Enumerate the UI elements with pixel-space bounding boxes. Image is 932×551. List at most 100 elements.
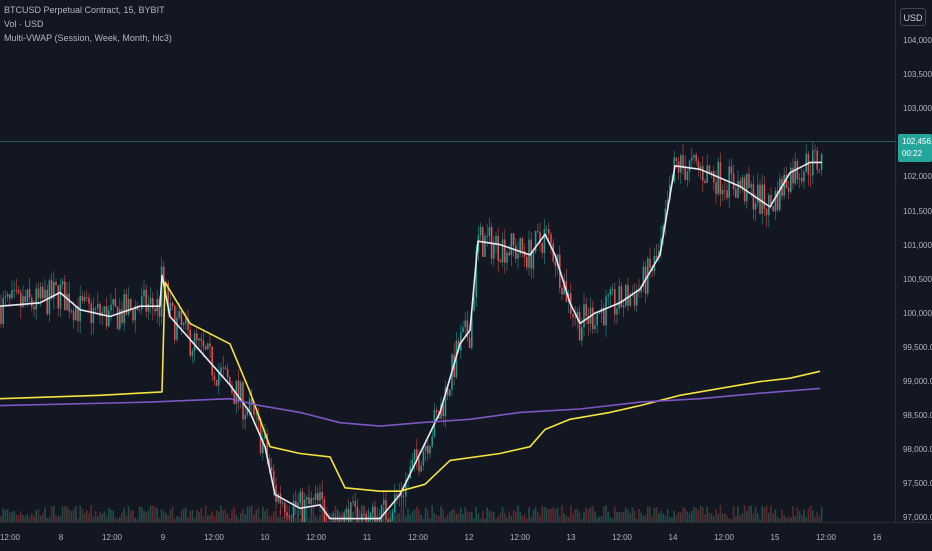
candle-body: [599, 313, 601, 314]
time-tick-label: 12:00: [408, 533, 428, 542]
candle-body: [7, 294, 9, 296]
volume-bar: [557, 508, 559, 522]
volume-bar: [687, 511, 689, 522]
volume-bar: [198, 512, 200, 522]
volume-bar: [321, 510, 323, 522]
chart-area[interactable]: [0, 0, 895, 522]
volume-bar: [62, 506, 64, 522]
candle-body: [24, 296, 26, 302]
volume-bar: [44, 508, 46, 522]
candle-body: [427, 446, 429, 454]
volume-bar: [22, 515, 24, 522]
volume-bar: [236, 515, 238, 522]
candle-body: [130, 299, 132, 309]
volume-bar: [489, 510, 491, 522]
volume-bar: [618, 512, 620, 522]
candle-body: [225, 368, 227, 369]
volume-bar: [189, 511, 191, 522]
candle-body: [282, 503, 284, 504]
volume-bar: [145, 512, 147, 522]
candle-body: [348, 509, 350, 522]
price-chart[interactable]: [0, 0, 895, 522]
volume-bar: [627, 510, 629, 522]
volume-bar: [702, 507, 704, 522]
candle-body: [416, 449, 418, 458]
candle-body: [656, 256, 658, 258]
volume-bar: [541, 506, 543, 522]
price-tick-label: 100,500.0: [903, 275, 932, 284]
candle-body: [319, 492, 321, 501]
volume-bar: [812, 510, 814, 522]
candle-body: [315, 493, 317, 499]
volume-bar: [227, 514, 229, 522]
price-tick-label: 103,000.0: [903, 104, 932, 113]
volume-bar: [271, 515, 273, 522]
volume-bar: [770, 505, 772, 522]
candle-body: [216, 380, 218, 386]
candle-body: [561, 288, 563, 294]
volume-bar: [544, 507, 546, 522]
volume-bar: [640, 513, 642, 522]
volume-bar: [401, 506, 403, 522]
candle-body: [702, 166, 704, 181]
volume-bar: [139, 506, 141, 522]
volume-bar: [192, 510, 194, 522]
volume-bar: [555, 509, 557, 522]
volume-bar: [240, 513, 242, 522]
time-tick-label: 12:00: [204, 533, 224, 542]
vwap-indicator-label[interactable]: Multi-VWAP (Session, Week, Month, hlc3): [4, 31, 172, 45]
candle-body: [346, 509, 348, 512]
price-tick-label: 99,000.0: [903, 377, 932, 386]
volume-bar: [181, 511, 183, 522]
candle-body: [192, 351, 194, 356]
candle-body: [500, 261, 502, 263]
volume-bar: [244, 515, 246, 522]
volume-bar: [680, 513, 682, 522]
candle-body: [753, 184, 755, 209]
volume-bar: [396, 513, 398, 522]
volume-bar: [453, 509, 455, 522]
time-tick-label: 9: [161, 533, 165, 542]
candle-body: [625, 285, 627, 305]
currency-button[interactable]: USD: [900, 8, 926, 26]
volume-bar: [517, 506, 519, 522]
candle-body: [97, 304, 99, 308]
candle-body: [284, 503, 286, 513]
volume-bar: [464, 507, 466, 522]
volume-bar: [638, 509, 640, 522]
volume-bar: [233, 507, 235, 522]
volume-bar: [447, 514, 449, 522]
volume-bar: [249, 507, 251, 522]
candle-body: [310, 498, 312, 504]
candle-body: [154, 308, 156, 311]
candle-body: [31, 298, 33, 307]
volume-bar: [775, 509, 777, 522]
volume-bar: [273, 511, 275, 522]
volume-bar: [449, 512, 451, 522]
volume-bar: [420, 515, 422, 522]
candle-body: [299, 492, 301, 503]
candle-body: [621, 286, 623, 307]
candle-body: [799, 178, 801, 179]
volume-bar: [539, 515, 541, 522]
candle-body: [115, 299, 117, 307]
candle-body: [392, 513, 394, 520]
candle-body: [176, 318, 178, 340]
candle-body: [797, 161, 799, 179]
candle-body: [737, 181, 739, 198]
symbol-title[interactable]: BTCUSD Perpetual Contract, 15, BYBIT: [4, 3, 172, 17]
candle-body: [511, 233, 513, 255]
chart-legend[interactable]: BTCUSD Perpetual Contract, 15, BYBIT Vol…: [4, 3, 172, 45]
candle-body: [35, 289, 37, 310]
candle-body: [40, 287, 42, 298]
volume-bar: [744, 505, 746, 522]
candle-body: [726, 190, 728, 197]
volume-indicator-label[interactable]: Vol · USD: [4, 17, 172, 31]
volume-bar: [64, 506, 66, 522]
candle-body: [38, 289, 40, 299]
volume-bar: [803, 510, 805, 522]
volume-bar: [475, 507, 477, 522]
volume-bar: [253, 514, 255, 522]
volume-bar: [451, 510, 453, 522]
